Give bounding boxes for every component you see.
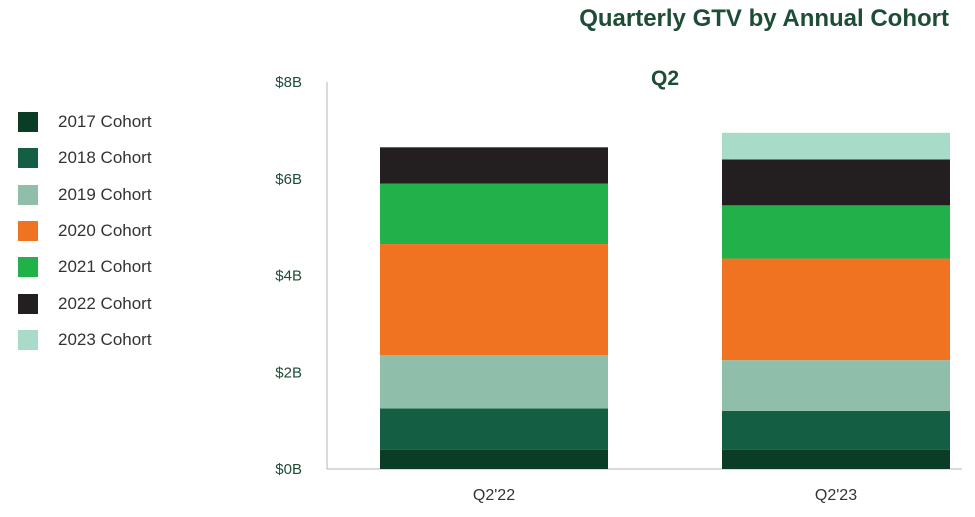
legend-swatch bbox=[18, 329, 38, 350]
legend-item-2022: 2022 Cohort bbox=[18, 285, 152, 321]
panel-label: Q2 bbox=[651, 67, 679, 90]
bar-segment bbox=[722, 410, 950, 450]
legend-swatch bbox=[18, 257, 38, 278]
bar-segment bbox=[722, 449, 950, 469]
bar-segment bbox=[722, 205, 950, 259]
legend-label: 2019 Cohort bbox=[58, 184, 152, 204]
legend-item-2023: 2023 Cohort bbox=[18, 322, 152, 358]
y-tick-label: $2B bbox=[275, 364, 302, 381]
legend-item-2017: 2017 Cohort bbox=[18, 104, 152, 140]
legend-swatch bbox=[18, 293, 38, 314]
y-tick-labels: $0B $2B $4B $6B $8B bbox=[275, 74, 302, 478]
legend-label: 2018 Cohort bbox=[58, 148, 152, 168]
bar-segment bbox=[722, 132, 950, 160]
legend-swatch bbox=[18, 112, 38, 133]
legend-item-2019: 2019 Cohort bbox=[18, 177, 152, 213]
legend: 2017 Cohort 2018 Cohort 2019 Cohort 2020… bbox=[18, 104, 152, 358]
y-tick-label: $4B bbox=[275, 268, 302, 285]
bars bbox=[380, 132, 950, 469]
category-label: Q2'22 bbox=[473, 487, 515, 504]
legend-item-2020: 2020 Cohort bbox=[18, 213, 152, 249]
bar-segment bbox=[722, 258, 950, 361]
legend-label: 2021 Cohort bbox=[58, 257, 152, 277]
bar-segment bbox=[380, 355, 608, 409]
bar-segment bbox=[722, 159, 950, 206]
bar-segment bbox=[380, 408, 608, 450]
bar-segment bbox=[380, 147, 608, 184]
bar-segment bbox=[380, 244, 608, 356]
category-labels: Q2'22 Q2'23 bbox=[473, 487, 857, 504]
legend-label: 2020 Cohort bbox=[58, 221, 152, 241]
category-label: Q2'23 bbox=[815, 487, 857, 504]
legend-label: 2017 Cohort bbox=[58, 112, 152, 132]
y-tick-label: $0B bbox=[275, 461, 302, 478]
legend-label: 2023 Cohort bbox=[58, 329, 152, 349]
bar-segment bbox=[380, 449, 608, 469]
legend-swatch bbox=[18, 221, 38, 242]
bar-segment bbox=[380, 183, 608, 245]
legend-item-2018: 2018 Cohort bbox=[18, 140, 152, 176]
y-tick-label: $8B bbox=[275, 74, 302, 91]
legend-item-2021: 2021 Cohort bbox=[18, 249, 152, 285]
legend-label: 2022 Cohort bbox=[58, 293, 152, 313]
bar-segment bbox=[722, 360, 950, 411]
legend-swatch bbox=[18, 184, 38, 205]
legend-swatch bbox=[18, 148, 38, 169]
chart-title: Quarterly GTV by Annual Cohort bbox=[579, 5, 949, 32]
y-tick-label: $6B bbox=[275, 171, 302, 188]
